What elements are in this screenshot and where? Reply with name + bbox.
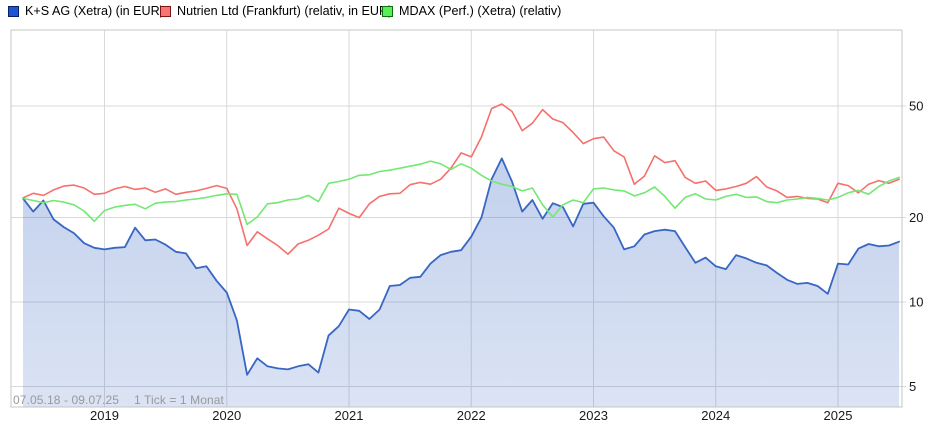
y-axis-labels: 50 20 10 5 — [909, 98, 923, 394]
y-tick-label: 10 — [909, 295, 923, 310]
ks-ag-series-label: K+S AG (Xetra) (in EUR) — [25, 4, 164, 18]
x-tick-label: 2025 — [824, 408, 853, 423]
x-tick-label: 2023 — [579, 408, 608, 423]
ks-ag-area-fill — [23, 158, 900, 407]
mdax-line — [22, 160, 900, 226]
nutrien-line — [22, 103, 900, 255]
x-tick-label: 2019 — [90, 408, 119, 423]
legend-item-mdax: MDAX (Perf.) (Xetra) (relativ) — [382, 4, 561, 18]
ks-ag-series-swatch — [8, 6, 19, 17]
y-tick-label: 20 — [909, 210, 923, 225]
x-axis-labels: 2019 2020 2021 2022 2023 2024 2025 — [90, 408, 852, 423]
tick-interval-label: 1 Tick = 1 Monat — [134, 393, 224, 407]
x-tick-label: 2024 — [701, 408, 730, 423]
x-tick-label: 2020 — [212, 408, 241, 423]
chart-footnote: 07.05.18 - 09.07.25 1 Tick = 1 Monat — [13, 393, 224, 407]
nutrien-series-label: Nutrien Ltd (Frankfurt) (relativ, in EUR… — [177, 4, 393, 18]
ks-ag-line — [22, 157, 900, 376]
x-tick-label: 2022 — [457, 408, 486, 423]
legend-item-ks-ag: K+S AG (Xetra) (in EUR) — [8, 4, 164, 18]
legend-item-nutrien: Nutrien Ltd (Frankfurt) (relativ, in EUR… — [160, 4, 392, 18]
date-range-label: 07.05.18 - 09.07.25 — [13, 393, 119, 407]
y-tick-label: 50 — [909, 98, 923, 113]
y-tick-label: 5 — [909, 379, 916, 394]
mdax-series-swatch — [382, 6, 393, 17]
nutrien-series-swatch — [160, 6, 171, 17]
plot-border — [10, 29, 903, 408]
x-tick-label: 2021 — [335, 408, 364, 423]
mdax-series-label: MDAX (Perf.) (Xetra) (relativ) — [399, 4, 562, 18]
